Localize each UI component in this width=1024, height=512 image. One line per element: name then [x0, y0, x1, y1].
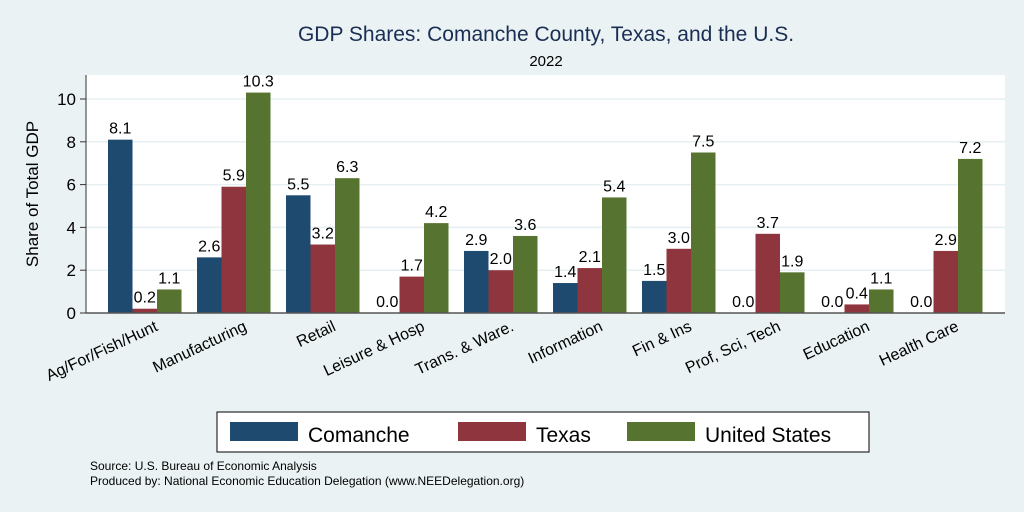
legend-swatch-comanche — [230, 422, 298, 441]
value-label: 0.0 — [910, 294, 932, 311]
bar-united-states — [602, 197, 627, 313]
bar-texas — [933, 250, 958, 313]
value-label: 8.1 — [109, 121, 131, 138]
legend-swatch-texas — [458, 422, 526, 441]
value-label: 2.9 — [465, 232, 487, 249]
value-label: 3.0 — [668, 230, 690, 247]
bar-united-states — [513, 235, 538, 313]
value-label: 7.2 — [959, 140, 981, 157]
legend: Comanche Texas United States — [216, 411, 870, 453]
value-label: 10.3 — [243, 74, 274, 91]
bar-united-states — [246, 92, 271, 313]
legend-box — [216, 411, 870, 453]
value-label: 3.2 — [312, 226, 334, 243]
value-label: 1.9 — [781, 253, 803, 270]
value-label: 1.4 — [554, 264, 576, 281]
bar-comanche — [553, 283, 578, 313]
value-label: 5.9 — [223, 168, 245, 185]
y-tick-label: 8 — [67, 133, 76, 152]
bars — [108, 92, 983, 313]
bar-texas — [132, 308, 157, 313]
bar-comanche — [108, 139, 133, 313]
bar-united-states — [958, 158, 983, 313]
y-tick-label: 2 — [67, 261, 76, 280]
y-axis: 0 2 4 6 8 10 — [57, 75, 87, 323]
legend-label: Texas — [536, 424, 591, 447]
value-label: 4.2 — [425, 204, 447, 221]
source-note: Source: U.S. Bureau of Economic Analysis — [90, 459, 317, 473]
value-labels: 8.10.21.12.65.910.35.53.26.30.01.74.22.9… — [109, 74, 981, 311]
legend-label: Comanche — [308, 424, 410, 447]
value-label: 2.1 — [579, 249, 601, 266]
value-label: 7.5 — [692, 134, 714, 151]
chart-subtitle: 2022 — [529, 53, 562, 70]
bar-comanche — [642, 280, 667, 313]
value-label: 5.5 — [287, 176, 309, 193]
bar-texas — [310, 244, 335, 313]
y-tick-label: 4 — [67, 218, 76, 237]
bar-texas — [844, 304, 869, 313]
y-tick-label: 6 — [67, 176, 76, 195]
value-label: 1.1 — [870, 270, 892, 287]
bar-united-states — [424, 223, 449, 313]
bar-texas — [577, 268, 602, 313]
legend-swatch-united-states — [627, 422, 695, 441]
bar-united-states — [157, 289, 182, 313]
bar-united-states — [780, 272, 805, 313]
value-label: 0.4 — [846, 285, 868, 302]
bar-comanche — [464, 250, 489, 313]
bar-texas — [488, 270, 513, 313]
value-label: 3.6 — [514, 217, 536, 234]
y-axis-label: Share of Total GDP — [23, 121, 42, 267]
bar-comanche — [197, 257, 222, 313]
value-label: 0.0 — [821, 294, 843, 311]
value-label: 5.4 — [603, 178, 625, 195]
value-label: 2.6 — [198, 238, 220, 255]
value-label: 6.3 — [336, 159, 358, 176]
y-tick-label: 0 — [67, 304, 76, 323]
bar-texas — [399, 276, 424, 313]
value-label: 0.0 — [376, 294, 398, 311]
value-label: 2.9 — [935, 232, 957, 249]
y-tick-label: 10 — [57, 90, 76, 109]
chart-title: GDP Shares: Comanche County, Texas, and … — [298, 23, 794, 46]
bar-united-states — [691, 152, 716, 313]
bar-texas — [666, 248, 691, 313]
value-label: 3.7 — [757, 215, 779, 232]
bar-comanche — [286, 195, 311, 313]
bar-united-states — [335, 178, 360, 313]
value-label: 1.7 — [401, 258, 423, 275]
value-label: 1.5 — [643, 262, 665, 279]
bar-texas — [221, 186, 246, 313]
bar-united-states — [869, 289, 894, 313]
bar-texas — [755, 233, 780, 313]
value-label: 1.1 — [158, 270, 180, 287]
legend-label: United States — [705, 424, 831, 447]
value-label: 2.0 — [490, 251, 512, 268]
value-label: 0.2 — [134, 290, 156, 307]
value-label: 0.0 — [732, 294, 754, 311]
produced-by-note: Produced by: National Economic Education… — [90, 474, 524, 488]
